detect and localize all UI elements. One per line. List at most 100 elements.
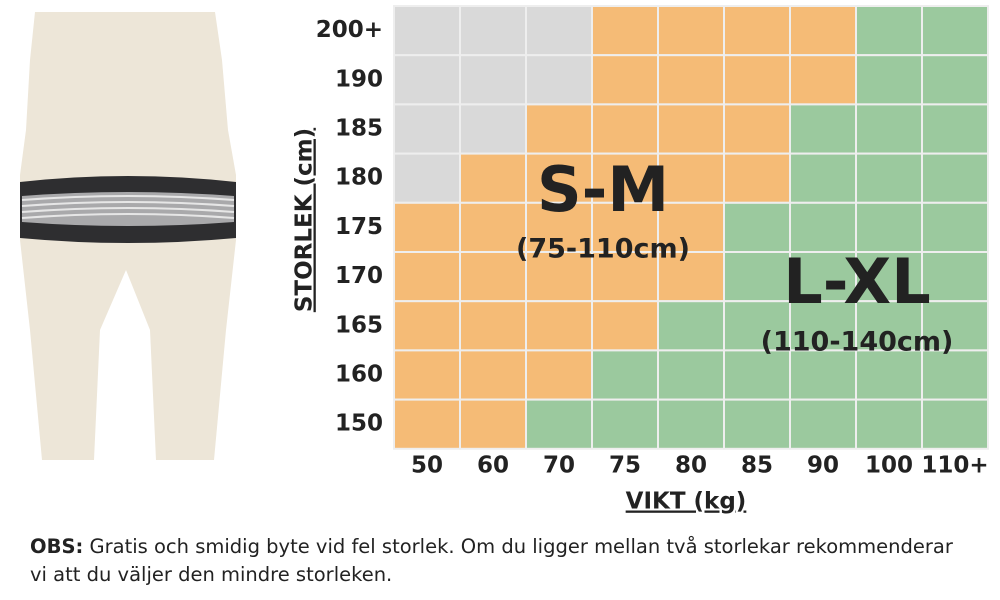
y-label: 150 bbox=[335, 411, 383, 437]
cell bbox=[789, 5, 857, 57]
cell bbox=[393, 300, 461, 352]
cell bbox=[855, 54, 923, 106]
cell bbox=[459, 5, 527, 57]
zone-label: L-XL bbox=[783, 245, 931, 318]
zone-label: S-M bbox=[537, 153, 669, 226]
y-axis-title: STORLEK (cm) bbox=[292, 128, 318, 312]
y-label: 185 bbox=[335, 116, 383, 142]
cell bbox=[921, 349, 989, 401]
cell bbox=[393, 103, 461, 155]
cell bbox=[723, 251, 791, 303]
cell bbox=[921, 103, 989, 155]
note-label: OBS: bbox=[30, 535, 84, 558]
note-text: Gratis och smidig byte vid fel storlek. … bbox=[30, 535, 953, 586]
cell bbox=[855, 103, 923, 155]
cell bbox=[921, 398, 989, 450]
x-label: 50 bbox=[411, 453, 443, 479]
cell bbox=[459, 54, 527, 106]
cell bbox=[789, 398, 857, 450]
cell bbox=[393, 349, 461, 401]
cell bbox=[723, 152, 791, 204]
cell bbox=[789, 54, 857, 106]
note: OBS: Gratis och smidig byte vid fel stor… bbox=[30, 533, 970, 589]
cell bbox=[723, 300, 791, 352]
cell bbox=[591, 251, 659, 303]
x-label: 110+ bbox=[921, 453, 988, 479]
cell bbox=[591, 398, 659, 450]
cell bbox=[789, 349, 857, 401]
cell bbox=[921, 152, 989, 204]
cell bbox=[393, 201, 461, 254]
cell bbox=[657, 349, 725, 401]
cell bbox=[789, 201, 857, 254]
y-label: 165 bbox=[335, 312, 383, 338]
cell bbox=[723, 103, 791, 155]
zone-range: (110-140cm) bbox=[761, 327, 954, 358]
cell bbox=[591, 201, 659, 254]
cell bbox=[657, 5, 725, 57]
cell bbox=[921, 54, 989, 106]
x-label: 70 bbox=[543, 453, 575, 479]
cell bbox=[525, 300, 593, 352]
x-label: 100 bbox=[865, 453, 913, 479]
cell bbox=[921, 5, 989, 57]
cell bbox=[723, 349, 791, 401]
x-label: 90 bbox=[807, 453, 839, 479]
size-chart: STORLEK (cm) VIKT (kg) 200+ 190 185 180 175 1… bbox=[20, 5, 989, 515]
cell bbox=[591, 54, 659, 106]
x-label: 75 bbox=[609, 453, 641, 479]
cell bbox=[657, 398, 725, 450]
cell bbox=[525, 54, 593, 106]
cell bbox=[459, 251, 527, 303]
y-label: 180 bbox=[335, 165, 383, 191]
cell bbox=[723, 5, 791, 57]
cell bbox=[789, 103, 857, 155]
cell bbox=[657, 54, 725, 106]
cell bbox=[459, 300, 527, 352]
x-label: 85 bbox=[741, 453, 773, 479]
cell bbox=[657, 300, 725, 352]
cell bbox=[591, 300, 659, 352]
cell bbox=[525, 103, 593, 155]
cell bbox=[921, 251, 989, 303]
cell bbox=[525, 398, 593, 450]
x-label: 80 bbox=[675, 453, 707, 479]
cell bbox=[855, 349, 923, 401]
cell bbox=[789, 300, 857, 352]
cell bbox=[789, 251, 857, 303]
cell bbox=[459, 152, 527, 204]
cell bbox=[723, 398, 791, 450]
mannequin bbox=[20, 12, 236, 460]
x-label: 60 bbox=[477, 453, 509, 479]
cell bbox=[855, 398, 923, 450]
cell bbox=[393, 251, 461, 303]
y-label: 175 bbox=[335, 214, 383, 240]
cell bbox=[591, 349, 659, 401]
cell bbox=[855, 5, 923, 57]
y-label: 160 bbox=[335, 362, 383, 388]
cell bbox=[459, 398, 527, 450]
cell bbox=[789, 152, 857, 204]
y-label: 170 bbox=[335, 263, 383, 289]
cell bbox=[855, 152, 923, 204]
cell bbox=[921, 300, 989, 352]
cell bbox=[591, 5, 659, 57]
cell bbox=[525, 5, 593, 57]
cell bbox=[393, 152, 461, 204]
x-axis-title: VIKT (kg) bbox=[626, 489, 747, 515]
cell bbox=[723, 201, 791, 254]
cell bbox=[921, 201, 989, 254]
y-label: 190 bbox=[335, 66, 383, 92]
cell bbox=[657, 103, 725, 155]
cell bbox=[459, 103, 527, 155]
cell bbox=[591, 103, 659, 155]
cell bbox=[525, 152, 593, 204]
y-label: 200+ bbox=[316, 17, 383, 43]
cell bbox=[459, 349, 527, 401]
cell bbox=[393, 5, 461, 57]
zone-range: (75-110cm) bbox=[516, 234, 690, 265]
cell bbox=[393, 398, 461, 450]
cell bbox=[723, 54, 791, 106]
cell bbox=[525, 349, 593, 401]
